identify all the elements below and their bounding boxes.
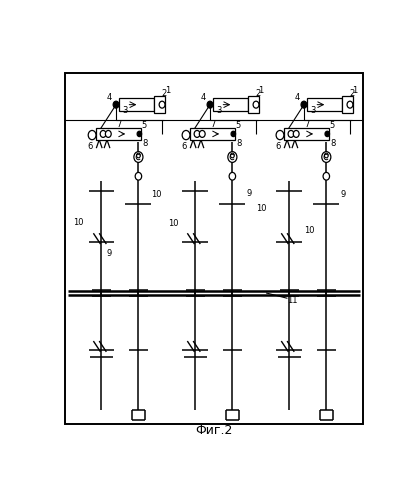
- Circle shape: [113, 101, 119, 108]
- Circle shape: [229, 172, 236, 180]
- Text: 10: 10: [151, 190, 161, 199]
- Circle shape: [137, 131, 142, 136]
- Circle shape: [136, 153, 140, 158]
- Circle shape: [323, 172, 329, 180]
- Circle shape: [325, 131, 329, 136]
- Circle shape: [134, 152, 143, 162]
- Text: 4: 4: [106, 93, 112, 102]
- Text: 8: 8: [237, 139, 242, 148]
- Text: 8: 8: [143, 139, 148, 148]
- Text: 9: 9: [247, 189, 252, 198]
- Text: 10: 10: [304, 226, 315, 234]
- Text: 6: 6: [275, 142, 281, 151]
- Text: 10: 10: [168, 218, 178, 228]
- Bar: [248, 96, 259, 113]
- Circle shape: [288, 130, 294, 138]
- Text: 9: 9: [107, 249, 112, 258]
- Text: 6: 6: [87, 142, 93, 151]
- Bar: [190, 128, 234, 140]
- Circle shape: [105, 130, 111, 138]
- Circle shape: [100, 130, 106, 138]
- Circle shape: [230, 153, 234, 158]
- Circle shape: [293, 130, 299, 138]
- Circle shape: [322, 152, 331, 162]
- Text: 5: 5: [329, 120, 334, 130]
- Bar: [154, 96, 165, 113]
- Circle shape: [199, 130, 205, 138]
- Circle shape: [347, 101, 353, 108]
- Text: 4: 4: [200, 93, 206, 102]
- Text: 3: 3: [310, 106, 316, 116]
- Bar: [119, 98, 154, 111]
- Circle shape: [88, 130, 96, 140]
- Circle shape: [194, 130, 200, 138]
- Text: Фиг.2: Фиг.2: [196, 424, 233, 436]
- Text: 1: 1: [352, 86, 358, 96]
- Bar: [96, 128, 141, 140]
- Circle shape: [207, 101, 213, 108]
- Text: 4: 4: [294, 93, 299, 102]
- Bar: [306, 98, 342, 111]
- Circle shape: [301, 101, 307, 108]
- Text: 2: 2: [255, 90, 260, 98]
- Text: 2: 2: [349, 90, 354, 98]
- Circle shape: [276, 130, 284, 140]
- Bar: [342, 96, 352, 113]
- Circle shape: [253, 101, 259, 108]
- Text: 6: 6: [181, 142, 187, 151]
- Circle shape: [228, 152, 237, 162]
- Text: 2: 2: [161, 90, 167, 98]
- Text: 7: 7: [304, 120, 309, 129]
- Text: 9: 9: [341, 190, 346, 199]
- Circle shape: [159, 101, 165, 108]
- Circle shape: [324, 153, 328, 158]
- Text: 7: 7: [116, 120, 121, 129]
- Circle shape: [231, 131, 236, 136]
- Text: 5: 5: [235, 120, 240, 130]
- Text: 5: 5: [141, 120, 147, 130]
- Text: 1: 1: [165, 86, 170, 96]
- Text: 7: 7: [210, 120, 215, 129]
- Text: 8: 8: [331, 139, 336, 148]
- Text: 3: 3: [122, 106, 128, 116]
- Text: 10: 10: [256, 204, 267, 212]
- Text: 1: 1: [259, 86, 264, 96]
- Text: 11: 11: [287, 296, 297, 304]
- Text: 10: 10: [73, 218, 84, 227]
- Bar: [213, 98, 248, 111]
- Text: 3: 3: [217, 106, 222, 116]
- Bar: [284, 128, 329, 140]
- Circle shape: [182, 130, 190, 140]
- Circle shape: [135, 172, 142, 180]
